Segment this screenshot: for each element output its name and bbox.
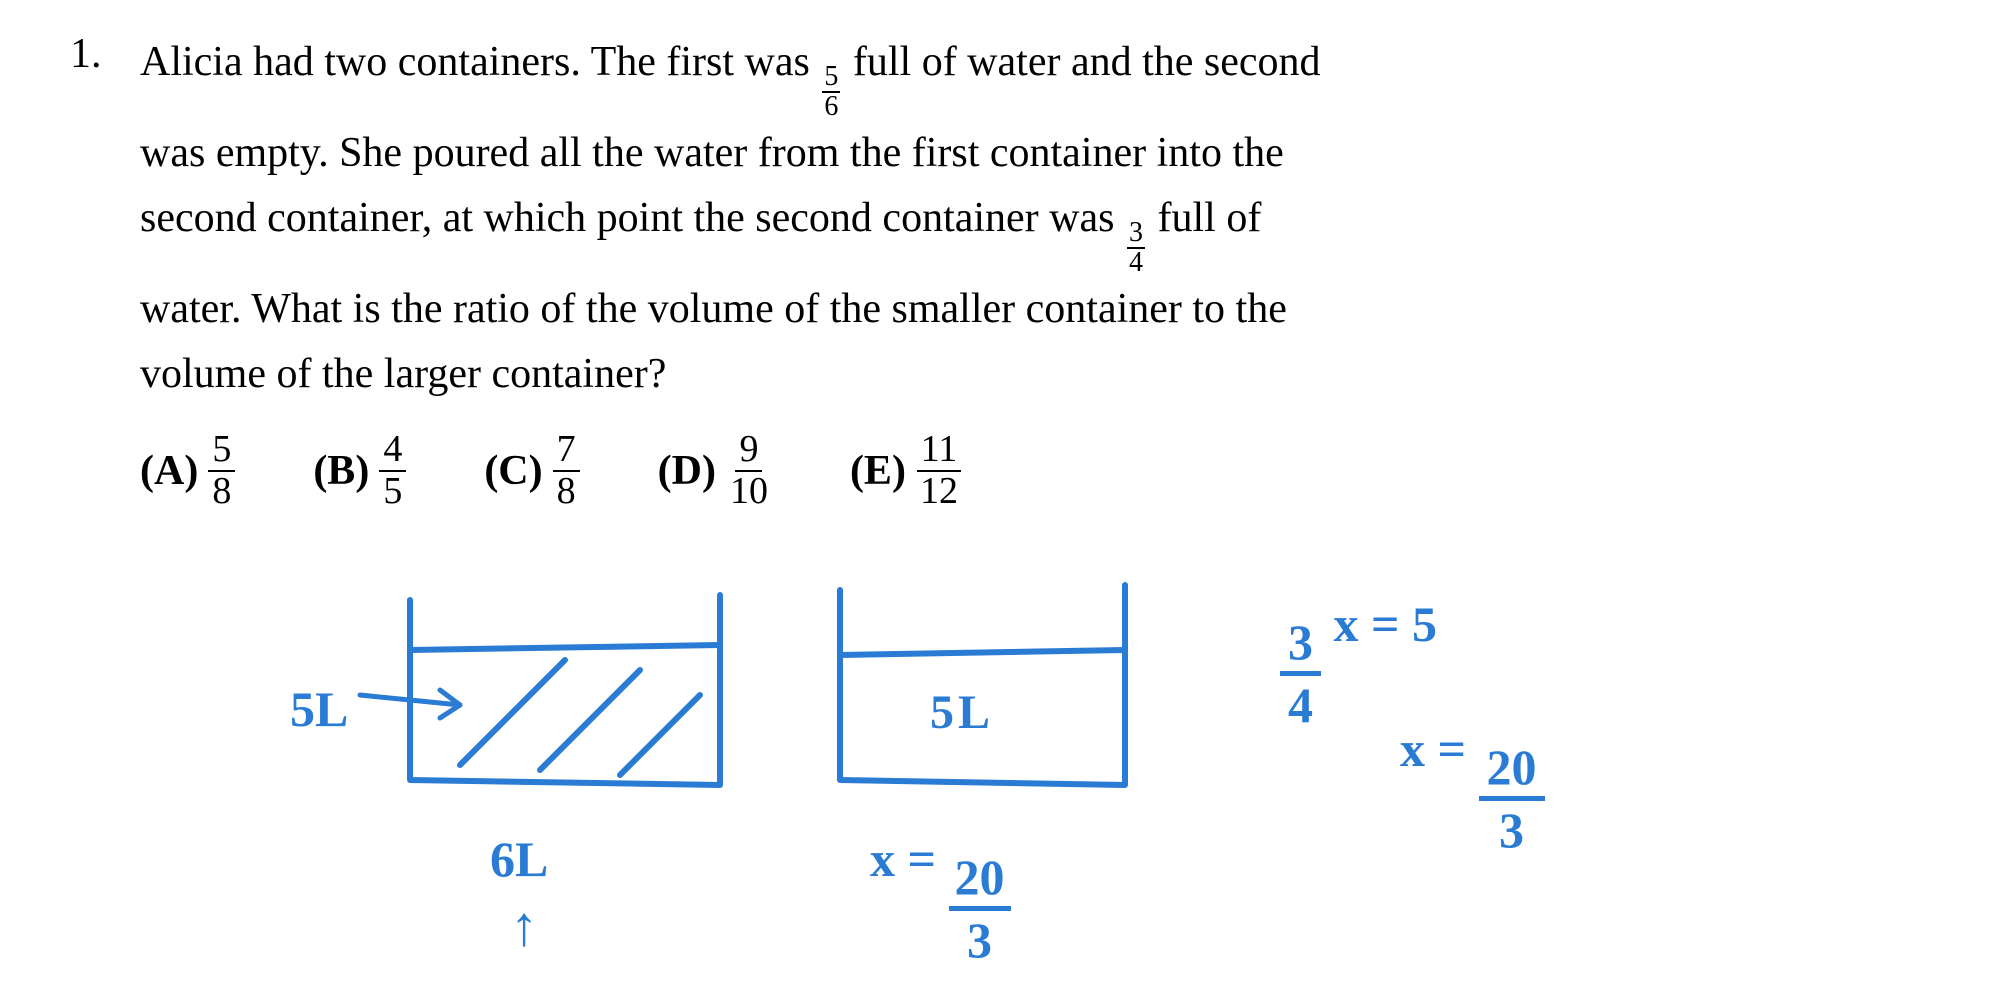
- q-frac2: 34: [1127, 219, 1145, 277]
- x-equals-bottom: x = 20 3: [870, 830, 1011, 969]
- q-line4: water. What is the ratio of the volume o…: [140, 286, 1287, 332]
- choice-e-frac: 11 12: [916, 430, 962, 512]
- left-container-sketch: [400, 590, 740, 810]
- choice-b: (B) 4 5: [313, 430, 406, 512]
- q-line3a: second container, at which point the sec…: [140, 195, 1125, 241]
- q-line3b: full of: [1147, 195, 1261, 241]
- q-frac1: 56: [822, 63, 840, 121]
- left-container-6l: 6L: [490, 830, 548, 888]
- right-container-5l: 5L: [930, 685, 994, 740]
- choice-a: (A) 5 8: [140, 430, 235, 512]
- choice-b-frac: 4 5: [379, 430, 406, 512]
- choice-d-frac: 9 10: [726, 430, 772, 512]
- equation-1: 3 4 x = 5: [1280, 595, 1437, 734]
- q-line1a: Alicia had two containers. The first was: [140, 39, 820, 85]
- choice-e: (E) 11 12: [850, 430, 962, 512]
- q-line1b: full of water and the second: [842, 39, 1320, 85]
- choice-c: (C) 7 8: [484, 430, 579, 512]
- choice-d: (D) 9 10: [658, 430, 772, 512]
- choice-c-frac: 7 8: [553, 430, 580, 512]
- up-arrow-icon: ↑: [510, 895, 538, 959]
- answer-choices: (A) 5 8 (B) 4 5 (C) 7 8 (D) 9 10: [140, 430, 962, 512]
- left-container-5l: 5L: [290, 680, 348, 738]
- equation-2: x = 20 3: [1400, 720, 1545, 859]
- question-number: 1.: [70, 30, 102, 78]
- q-line5: volume of the larger container?: [140, 351, 666, 397]
- q-line2: was empty. She poured all the water from…: [140, 130, 1284, 176]
- question-text: Alicia had two containers. The first was…: [140, 30, 1640, 407]
- page: 1. Alicia had two containers. The first …: [0, 0, 2002, 1002]
- choice-a-frac: 5 8: [208, 430, 235, 512]
